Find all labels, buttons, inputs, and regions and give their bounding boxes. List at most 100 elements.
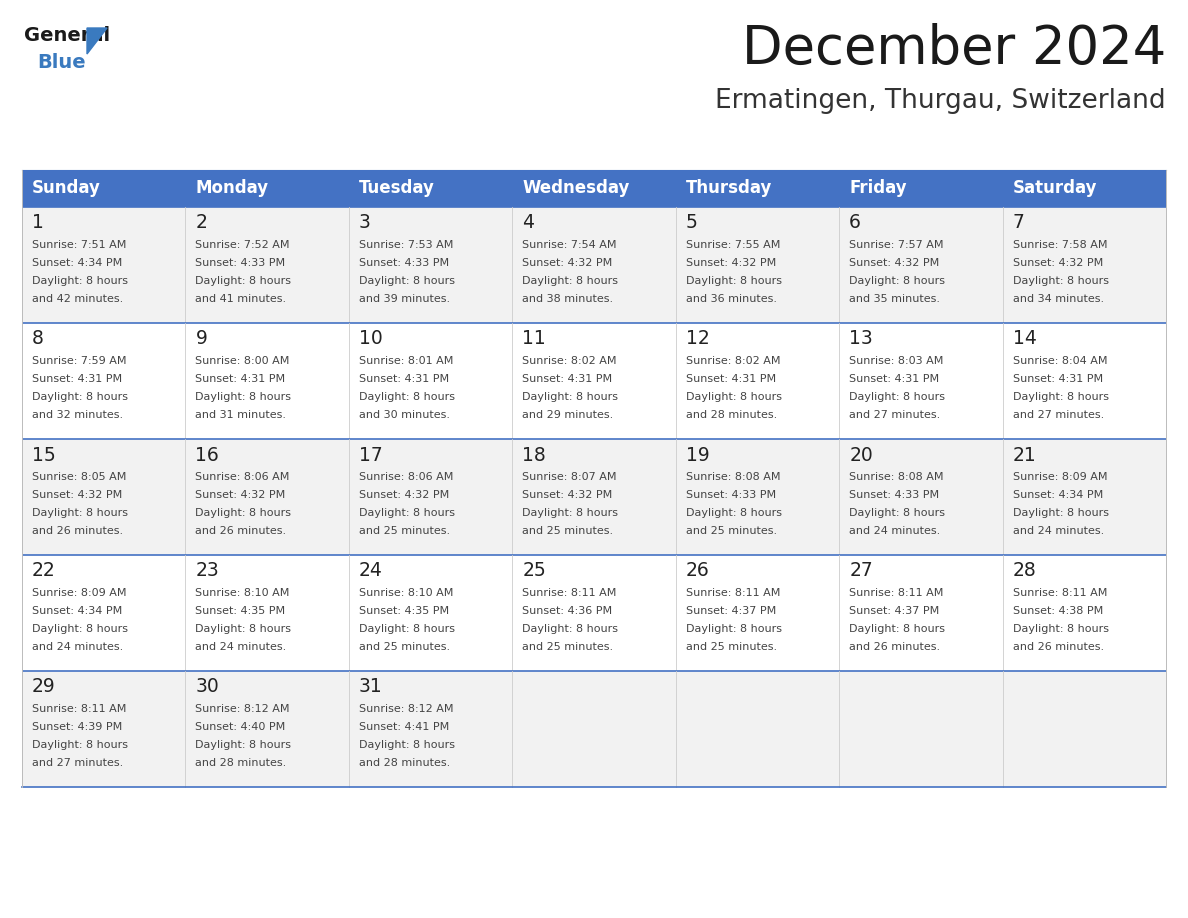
Text: and 25 minutes.: and 25 minutes.	[685, 527, 777, 536]
Bar	[676, 439, 839, 554]
Text: Sunrise: 8:02 AM: Sunrise: 8:02 AM	[523, 356, 617, 366]
Text: Sunrise: 7:55 AM: Sunrise: 7:55 AM	[685, 241, 781, 251]
Bar	[512, 207, 676, 322]
Text: Sunset: 4:35 PM: Sunset: 4:35 PM	[359, 607, 449, 617]
Text: Sunset: 4:31 PM: Sunset: 4:31 PM	[1012, 375, 1102, 385]
Text: and 30 minutes.: and 30 minutes.	[359, 410, 450, 420]
Text: 2: 2	[196, 214, 207, 232]
Bar	[1003, 207, 1165, 322]
Text: Sunrise: 8:00 AM: Sunrise: 8:00 AM	[196, 356, 290, 366]
Bar	[676, 322, 839, 439]
Text: Sunrise: 8:06 AM: Sunrise: 8:06 AM	[359, 473, 454, 483]
Text: Sunset: 4:36 PM: Sunset: 4:36 PM	[523, 607, 612, 617]
Text: Daylight: 8 hours: Daylight: 8 hours	[685, 624, 782, 634]
Text: 29: 29	[32, 677, 56, 697]
Text: Daylight: 8 hours: Daylight: 8 hours	[849, 393, 946, 402]
Text: Daylight: 8 hours: Daylight: 8 hours	[685, 276, 782, 286]
Bar	[839, 170, 1003, 207]
Bar	[1003, 554, 1165, 670]
Text: and 25 minutes.: and 25 minutes.	[523, 527, 613, 536]
Text: Sunrise: 8:11 AM: Sunrise: 8:11 AM	[1012, 588, 1107, 599]
Text: Daylight: 8 hours: Daylight: 8 hours	[196, 624, 291, 634]
Text: Daylight: 8 hours: Daylight: 8 hours	[685, 509, 782, 519]
Text: 7: 7	[1012, 214, 1024, 232]
Text: Saturday: Saturday	[1012, 179, 1097, 197]
Polygon shape	[87, 28, 107, 54]
Text: Daylight: 8 hours: Daylight: 8 hours	[359, 741, 455, 751]
Text: and 31 minutes.: and 31 minutes.	[196, 410, 286, 420]
Bar	[349, 322, 512, 439]
Bar	[839, 439, 1003, 554]
Text: Wednesday: Wednesday	[523, 179, 630, 197]
Text: Sunset: 4:34 PM: Sunset: 4:34 PM	[1012, 490, 1102, 500]
Bar	[839, 554, 1003, 670]
Bar	[23, 322, 185, 439]
Text: and 28 minutes.: and 28 minutes.	[359, 758, 450, 768]
Text: Sunset: 4:37 PM: Sunset: 4:37 PM	[849, 607, 940, 617]
Text: and 41 minutes.: and 41 minutes.	[196, 295, 286, 305]
Bar	[349, 670, 512, 787]
Text: Sunset: 4:31 PM: Sunset: 4:31 PM	[849, 375, 940, 385]
Text: Sunrise: 8:09 AM: Sunrise: 8:09 AM	[32, 588, 126, 599]
Text: 17: 17	[359, 445, 383, 465]
Text: and 39 minutes.: and 39 minutes.	[359, 295, 450, 305]
Text: 5: 5	[685, 214, 697, 232]
Text: 30: 30	[196, 677, 219, 697]
Text: 22: 22	[32, 562, 56, 580]
Text: 25: 25	[523, 562, 546, 580]
Bar	[185, 554, 349, 670]
Text: Sunset: 4:32 PM: Sunset: 4:32 PM	[523, 259, 613, 268]
Text: Daylight: 8 hours: Daylight: 8 hours	[1012, 393, 1108, 402]
Text: and 29 minutes.: and 29 minutes.	[523, 410, 613, 420]
Text: Sunrise: 8:12 AM: Sunrise: 8:12 AM	[196, 704, 290, 714]
Text: and 24 minutes.: and 24 minutes.	[849, 527, 941, 536]
Text: Sunset: 4:32 PM: Sunset: 4:32 PM	[196, 490, 285, 500]
Text: and 27 minutes.: and 27 minutes.	[849, 410, 941, 420]
Text: 18: 18	[523, 445, 546, 465]
Text: 11: 11	[523, 330, 546, 349]
Text: and 25 minutes.: and 25 minutes.	[359, 643, 450, 653]
Text: 15: 15	[32, 445, 56, 465]
Text: Sunrise: 8:01 AM: Sunrise: 8:01 AM	[359, 356, 454, 366]
Text: Sunrise: 8:10 AM: Sunrise: 8:10 AM	[359, 588, 454, 599]
Text: Sunrise: 7:52 AM: Sunrise: 7:52 AM	[196, 241, 290, 251]
Bar	[185, 170, 349, 207]
Text: 3: 3	[359, 214, 371, 232]
Text: and 25 minutes.: and 25 minutes.	[685, 643, 777, 653]
Text: and 28 minutes.: and 28 minutes.	[196, 758, 286, 768]
Text: Sunrise: 8:11 AM: Sunrise: 8:11 AM	[523, 588, 617, 599]
Text: Sunrise: 7:51 AM: Sunrise: 7:51 AM	[32, 241, 126, 251]
Bar	[1003, 322, 1165, 439]
Text: 26: 26	[685, 562, 709, 580]
Text: Daylight: 8 hours: Daylight: 8 hours	[523, 276, 618, 286]
Bar	[23, 670, 185, 787]
Bar	[23, 439, 185, 554]
Text: Sunset: 4:31 PM: Sunset: 4:31 PM	[196, 375, 285, 385]
Text: Sunrise: 8:05 AM: Sunrise: 8:05 AM	[32, 473, 126, 483]
Text: and 27 minutes.: and 27 minutes.	[1012, 410, 1104, 420]
Text: Sunset: 4:32 PM: Sunset: 4:32 PM	[523, 490, 613, 500]
Text: Sunrise: 8:07 AM: Sunrise: 8:07 AM	[523, 473, 617, 483]
Text: Sunrise: 8:09 AM: Sunrise: 8:09 AM	[1012, 473, 1107, 483]
Text: and 34 minutes.: and 34 minutes.	[1012, 295, 1104, 305]
Bar	[23, 207, 185, 322]
Text: Sunrise: 8:11 AM: Sunrise: 8:11 AM	[32, 704, 126, 714]
Text: and 24 minutes.: and 24 minutes.	[196, 643, 286, 653]
Text: 20: 20	[849, 445, 873, 465]
Text: Daylight: 8 hours: Daylight: 8 hours	[1012, 276, 1108, 286]
Text: 24: 24	[359, 562, 383, 580]
Text: and 26 minutes.: and 26 minutes.	[32, 527, 124, 536]
Text: Sunset: 4:39 PM: Sunset: 4:39 PM	[32, 722, 122, 733]
Text: Sunset: 4:31 PM: Sunset: 4:31 PM	[32, 375, 122, 385]
Text: Sunrise: 7:54 AM: Sunrise: 7:54 AM	[523, 241, 617, 251]
Text: and 26 minutes.: and 26 minutes.	[849, 643, 940, 653]
Text: Sunset: 4:34 PM: Sunset: 4:34 PM	[32, 259, 122, 268]
Bar	[1003, 670, 1165, 787]
Text: Thursday: Thursday	[685, 179, 772, 197]
Text: Daylight: 8 hours: Daylight: 8 hours	[32, 624, 128, 634]
Text: Sunday: Sunday	[32, 179, 101, 197]
Text: 16: 16	[196, 445, 219, 465]
Text: 19: 19	[685, 445, 709, 465]
Text: and 27 minutes.: and 27 minutes.	[32, 758, 124, 768]
Text: Sunset: 4:33 PM: Sunset: 4:33 PM	[196, 259, 285, 268]
